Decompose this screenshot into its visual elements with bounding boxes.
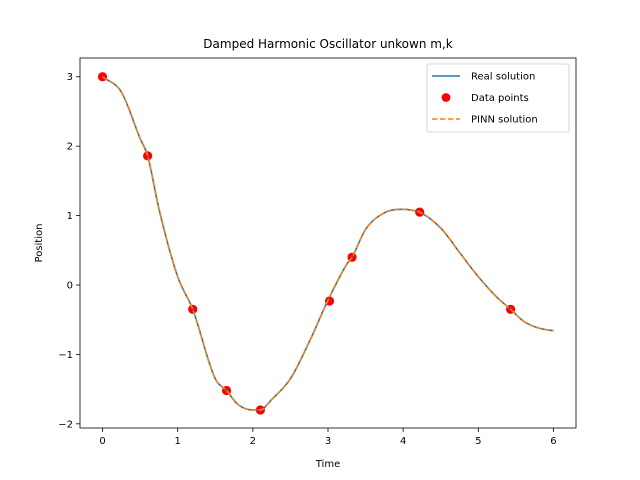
x-tick-label: 5 [475,436,481,447]
chart-title: Damped Harmonic Oscillator unkown m,k [203,37,452,51]
legend-real-solution-label: Real solution [471,72,535,83]
axis-ticks: 0 1 2 3 4 5 6 −2 −1 0 1 2 3 [58,72,556,447]
y-tick-label: 1 [67,211,73,222]
legend-data-points-marker [441,93,451,102]
x-tick-label: 4 [400,436,406,447]
legend-data-points-label: Data points [471,93,529,104]
y-tick-label: −1 [58,350,73,361]
x-tick-label: 2 [250,436,256,447]
x-tick-label: 0 [99,436,105,447]
y-tick-label: 3 [67,72,73,83]
y-tick-label: 0 [67,280,73,291]
y-tick-label: −2 [58,419,73,430]
y-tick-label: 2 [67,142,73,153]
legend: Real solution Data points PINN solution [426,63,570,133]
x-tick-label: 3 [325,436,331,447]
data-points-point [97,72,108,82]
legend-box [426,63,570,133]
pinn-solution-line [102,76,554,411]
x-tick-label: 6 [550,436,556,447]
legend-pinn-solution-label: PINN solution [471,115,538,126]
y-axis-label: Position [34,224,45,263]
plot-area [97,72,554,415]
x-tick-label: 1 [175,436,181,447]
x-axis-label: Time [315,459,340,470]
